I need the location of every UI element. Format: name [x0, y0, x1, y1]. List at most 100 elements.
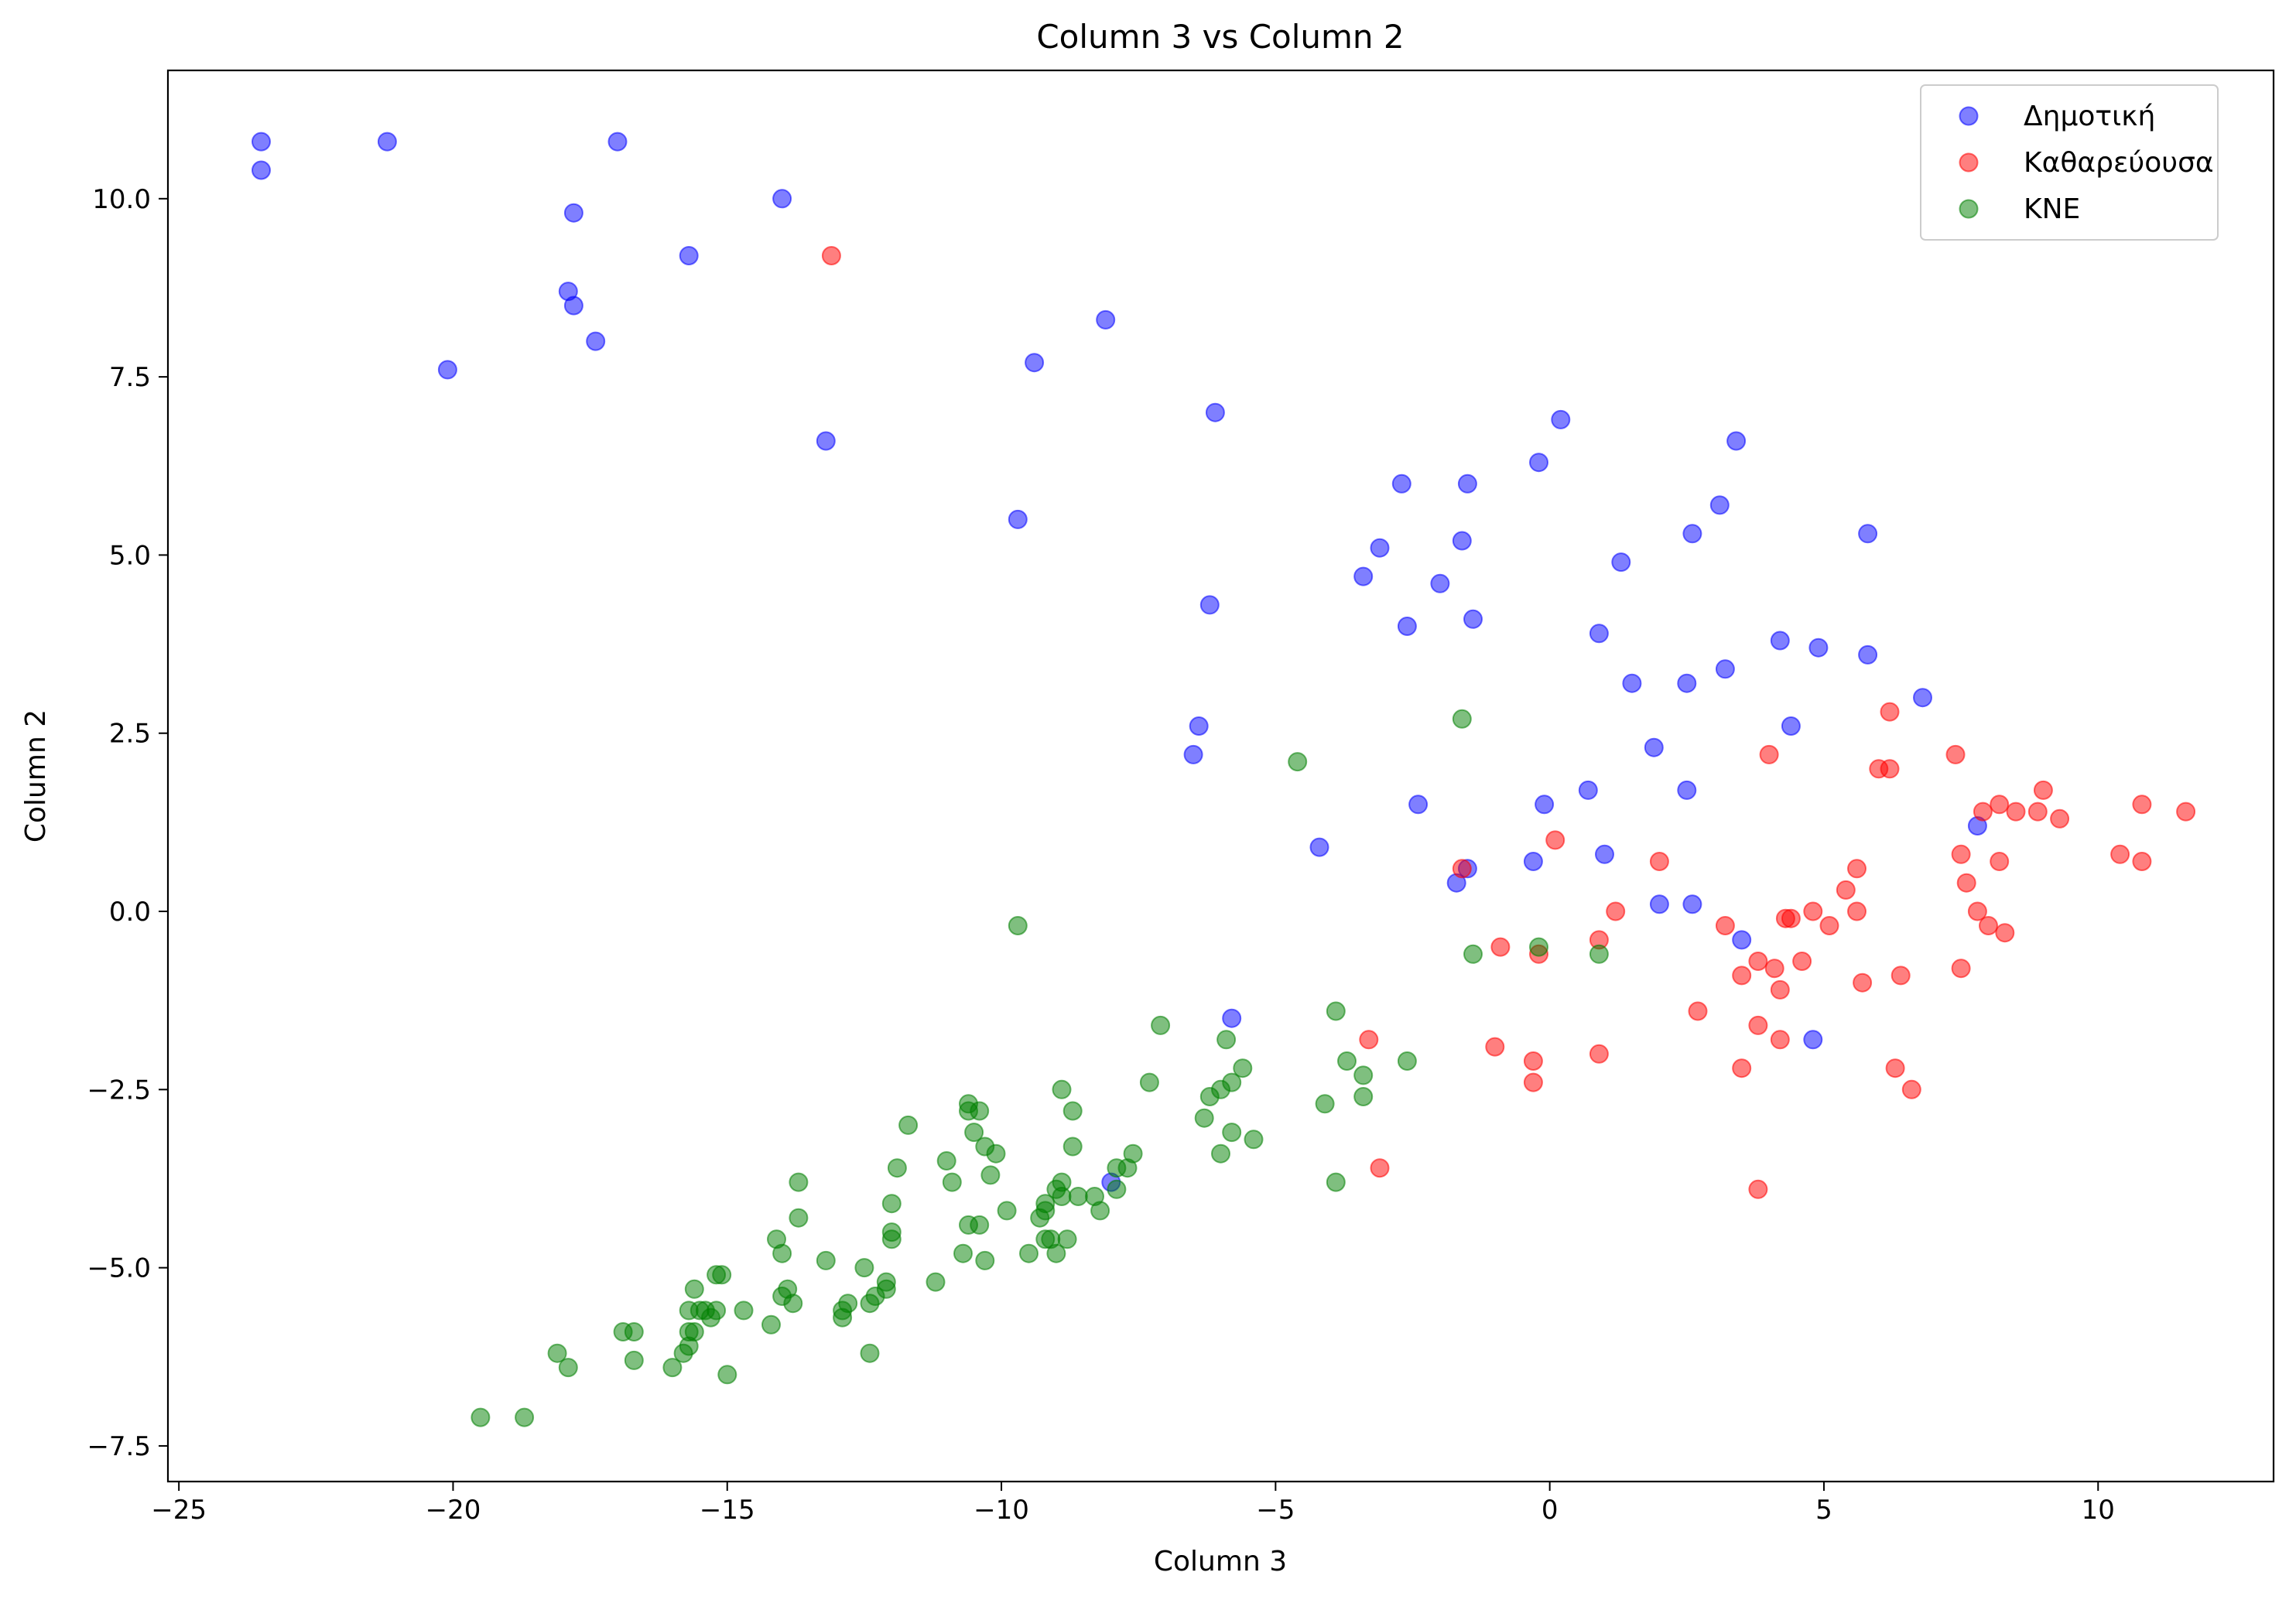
series-1-point	[1951, 959, 1971, 979]
series-0-point	[1523, 852, 1543, 871]
series-1-point	[1490, 937, 1511, 957]
series-0-point	[1370, 538, 1390, 558]
series-0-point	[1589, 624, 1609, 644]
series-2-point	[833, 1307, 853, 1328]
series-0-point	[563, 203, 583, 223]
series-0-point	[1096, 309, 1116, 330]
series-2-point	[942, 1172, 962, 1192]
series-1-point	[1945, 744, 1966, 764]
series-1-point	[1990, 852, 2010, 871]
series-0-point	[1397, 617, 1417, 636]
x-tick-label: 0	[1542, 1495, 1559, 1526]
series-2-point	[887, 1158, 907, 1178]
series-1-point	[1973, 802, 1993, 822]
series-1-point	[2176, 802, 2196, 822]
series-1-point	[1853, 972, 1873, 993]
series-2-point	[679, 1301, 699, 1321]
series-0-point	[1551, 409, 1571, 429]
series-0-point	[1858, 524, 1878, 544]
series-0-point	[251, 160, 271, 180]
series-1-point	[1523, 1051, 1543, 1071]
series-1-point	[1485, 1037, 1505, 1057]
series-0-point	[1457, 473, 1477, 494]
series-1-point	[2027, 802, 2048, 822]
series-1-point	[1995, 923, 2015, 943]
series-1-point	[2006, 802, 2026, 822]
series-2-point	[1326, 1001, 1346, 1021]
series-2-point	[1216, 1030, 1237, 1050]
series-2-point	[975, 1250, 995, 1270]
series-1-point	[1847, 859, 1867, 879]
series-2-point	[1529, 937, 1548, 957]
y-tick-label: 5.0	[109, 540, 151, 571]
series-2-point	[959, 1101, 978, 1121]
series-0-point	[1189, 716, 1209, 736]
series-2-point	[1233, 1058, 1253, 1078]
series-2-point	[1244, 1130, 1264, 1150]
series-0-point	[1008, 509, 1028, 529]
series-2-point	[767, 1229, 786, 1249]
series-0-point	[1649, 894, 1669, 914]
x-axis-label: Column 3	[1154, 1546, 1287, 1577]
series-2-point	[1199, 1087, 1220, 1106]
series-1-point	[1956, 873, 1976, 893]
series-1-point	[1452, 859, 1472, 879]
series-2-point	[1052, 1079, 1072, 1099]
series-0-point	[1726, 431, 1747, 451]
series-2-point	[1452, 709, 1472, 729]
series-1-point	[1649, 852, 1669, 871]
series-0-point	[1682, 894, 1702, 914]
series-2-point	[1139, 1072, 1159, 1092]
series-2-point	[1326, 1172, 1346, 1192]
series-2-point	[980, 1165, 1001, 1185]
legend-marker	[1959, 199, 1979, 219]
y-tick-label: 10.0	[92, 184, 151, 215]
series-2-point	[789, 1208, 809, 1228]
series-2-point	[1062, 1136, 1083, 1157]
series-2-point	[1211, 1143, 1230, 1164]
series-2-point	[959, 1215, 978, 1235]
series-0-point	[1913, 688, 1932, 708]
series-1-point	[1606, 901, 1626, 921]
series-2-point	[734, 1301, 754, 1321]
series-1-point	[821, 246, 841, 265]
series-1-point	[1847, 901, 1867, 921]
series-0-point	[1644, 737, 1664, 757]
series-1-point	[1759, 744, 1779, 764]
series-1-point	[1885, 1058, 1905, 1078]
legend-marker	[1959, 152, 1979, 173]
series-1-point	[1979, 916, 1998, 935]
series-2-point	[717, 1365, 737, 1385]
y-tick-label: 7.5	[109, 362, 151, 393]
series-2-point	[707, 1265, 727, 1285]
series-2-point	[854, 1258, 874, 1278]
series-2-point	[964, 1123, 984, 1143]
series-2-point	[761, 1314, 781, 1335]
series-2-point	[997, 1201, 1017, 1221]
series-2-point	[613, 1322, 633, 1342]
series-2-point	[470, 1407, 491, 1427]
series-0-point	[1025, 353, 1045, 373]
series-1-point	[1748, 1015, 1768, 1035]
series-2-point	[662, 1358, 683, 1378]
series-0-point	[1709, 495, 1730, 515]
series-2-point	[772, 1287, 792, 1306]
series-2-point	[1046, 1179, 1066, 1199]
series-2-point	[1315, 1094, 1335, 1114]
series-0-point	[772, 189, 792, 209]
series-0-point	[1682, 524, 1702, 544]
series-0-point	[1463, 609, 1483, 629]
legend-label: Καθαρεύουσα	[2024, 147, 2214, 179]
series-0-point	[1803, 1030, 1823, 1050]
series-1-point	[1880, 702, 1900, 722]
series-0-point	[1222, 1008, 1242, 1028]
series-2-point	[515, 1407, 535, 1427]
series-2-point	[816, 1250, 836, 1270]
series-0-point	[1452, 531, 1472, 551]
series-1-point	[1545, 830, 1565, 850]
series-2-point	[624, 1350, 644, 1370]
series-0-point	[1622, 673, 1642, 693]
series-1-point	[1359, 1030, 1379, 1050]
series-0-point	[1715, 659, 1735, 679]
